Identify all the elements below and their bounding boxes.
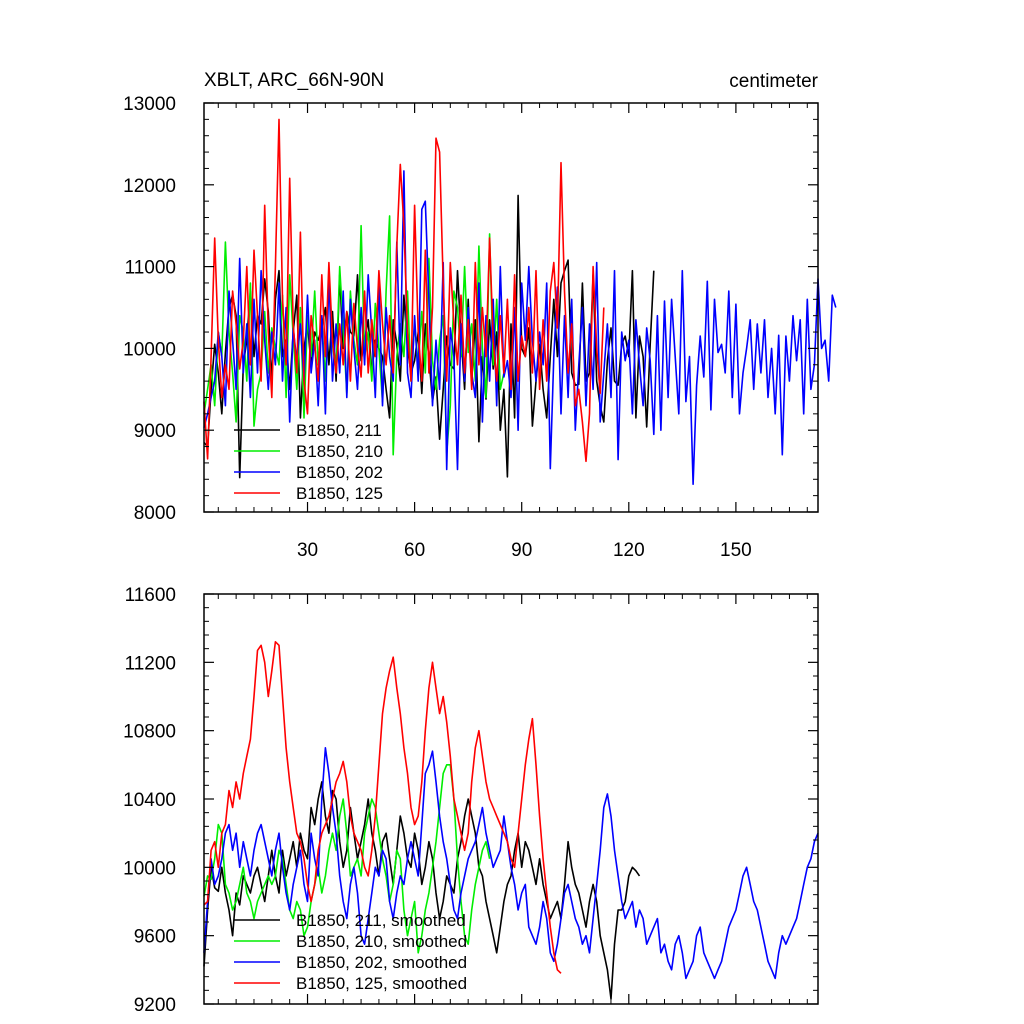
bottom-legend-label-3: B1850, 125, smoothed <box>296 974 467 993</box>
top-ytick-label: 9000 <box>134 421 176 442</box>
top-xtick-label: 90 <box>511 540 532 561</box>
top-legend-label-1: B1850, 210 <box>296 442 383 461</box>
bottom-ytick-label: 10800 <box>123 722 176 743</box>
bottom-series-line-0 <box>203 781 641 1000</box>
bottom-legend-label-2: B1850, 202, smoothed <box>296 953 467 972</box>
top-legend-label-3: B1850, 125 <box>296 484 383 503</box>
top-chart-units: centimeter <box>729 71 818 92</box>
top-ytick-label: 10000 <box>123 339 176 360</box>
top-legend-label-2: B1850, 202 <box>296 463 383 482</box>
top-legend-label-0: B1850, 211 <box>296 421 382 440</box>
top-legend: B1850, 211 B1850, 210 B1850, 202 B1850, 125 <box>234 421 383 503</box>
bottom-series-line-1 <box>203 763 491 954</box>
top-xtick-label: 150 <box>720 540 752 561</box>
top-panel: XBLT, ARC_66N-90N centimeter 8000 9000 100… <box>123 70 837 561</box>
top-ytick-label: 8000 <box>134 503 176 524</box>
bottom-ytick-label: 9600 <box>134 927 176 948</box>
bottom-ytick-label: 11200 <box>125 653 176 674</box>
top-xtick-label: 120 <box>613 540 645 561</box>
bottom-ytick-label: 10400 <box>123 790 176 811</box>
bottom-series-line-2 <box>203 746 819 980</box>
top-ytick-label: 12000 <box>123 176 176 197</box>
top-series-line-3 <box>203 118 605 463</box>
bottom-ytick-label: 10000 <box>123 858 176 879</box>
bottom-series-line-3 <box>203 640 562 974</box>
top-ytick-label: 13000 <box>123 94 176 115</box>
bottom-legend-label-0: B1850, 211, smoothed <box>296 911 466 930</box>
top-chart-title: XBLT, ARC_66N-90N <box>204 70 384 91</box>
bottom-ytick-label: 9200 <box>134 995 176 1016</box>
bottom-legend: B1850, 211, smoothed B1850, 210, smoothed… <box>234 911 467 993</box>
top-xtick-label: 30 <box>297 540 318 561</box>
bottom-panel: 9200 9600 10000 10400 10800 11200 11600 B1850,… <box>123 585 819 1016</box>
top-plot-frame <box>203 102 819 513</box>
bottom-legend-label-1: B1850, 210, smoothed <box>296 932 467 951</box>
top-ytick-label: 11000 <box>125 258 176 279</box>
top-xtick-label: 60 <box>404 540 425 561</box>
bottom-ytick-label: 11600 <box>125 585 176 606</box>
